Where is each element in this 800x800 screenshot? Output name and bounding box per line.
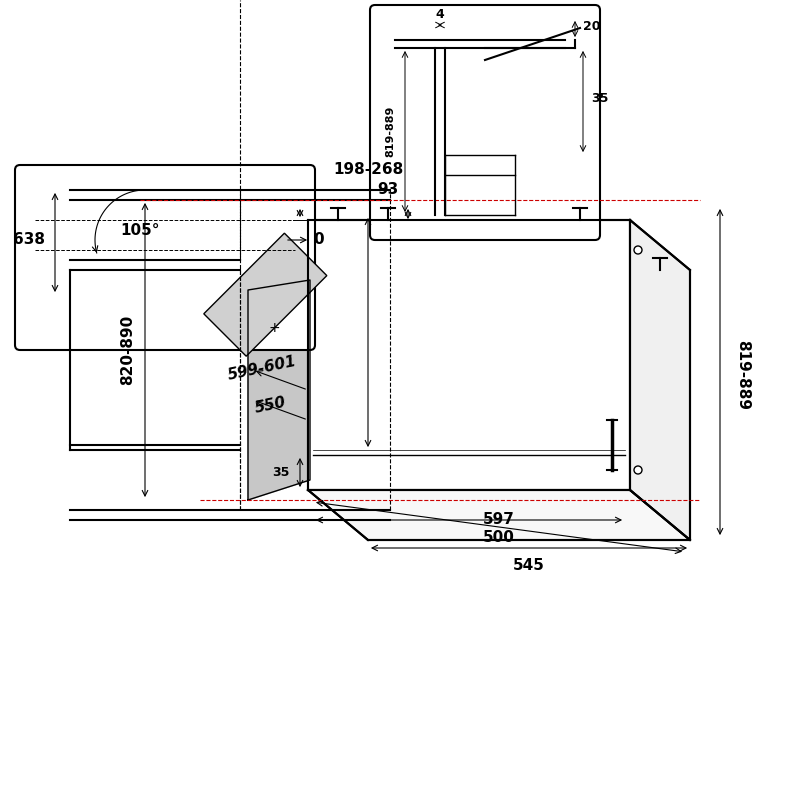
Circle shape (634, 246, 642, 254)
Text: 500: 500 (483, 530, 515, 545)
Bar (308, 220, 630, 490)
Text: 105°: 105° (120, 223, 160, 238)
Text: 545: 545 (513, 558, 545, 573)
Circle shape (634, 466, 642, 474)
Text: 597: 597 (483, 512, 515, 527)
Polygon shape (630, 220, 690, 540)
FancyBboxPatch shape (370, 5, 600, 240)
Bar (204, 233, 327, 356)
Text: 819-889: 819-889 (735, 340, 750, 410)
Text: 198-268: 198-268 (333, 162, 403, 178)
Text: 819-889: 819-889 (385, 106, 395, 157)
Polygon shape (308, 490, 690, 540)
Text: 550: 550 (253, 394, 287, 416)
Polygon shape (248, 280, 310, 500)
Text: 35: 35 (273, 466, 290, 479)
Text: 638: 638 (13, 233, 45, 247)
Text: +: + (269, 321, 280, 335)
Text: 599-601: 599-601 (226, 354, 298, 382)
Text: 820-890: 820-890 (120, 315, 135, 385)
Text: 93: 93 (378, 182, 398, 198)
Text: 20: 20 (583, 20, 601, 33)
Text: 0: 0 (313, 233, 324, 247)
Text: 4: 4 (436, 8, 444, 21)
FancyBboxPatch shape (15, 165, 315, 350)
Text: 35: 35 (591, 91, 608, 105)
